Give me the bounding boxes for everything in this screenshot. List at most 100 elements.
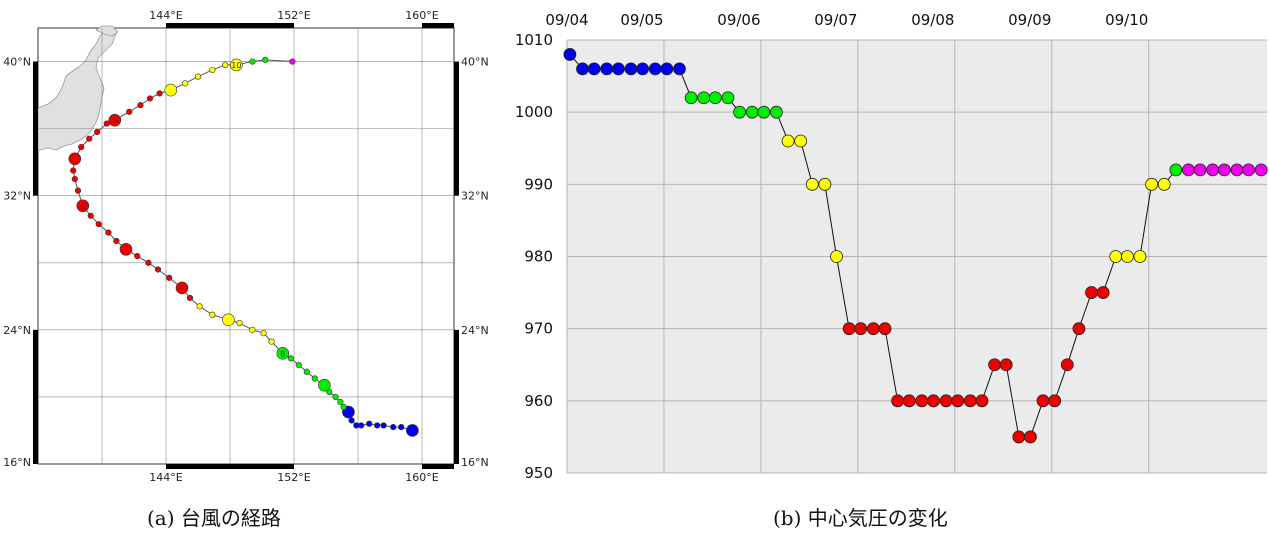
- pressure-point: [988, 358, 1001, 372]
- track-point: [303, 368, 310, 375]
- track-point: [289, 58, 296, 65]
- track-point: [145, 259, 152, 266]
- track-day-label: 8: [280, 349, 285, 358]
- pressure-point: [854, 322, 868, 336]
- pressure-point: [951, 394, 965, 408]
- track-point: [108, 113, 122, 127]
- pressure-point: [660, 62, 674, 76]
- plot-x-tick-label: 09/06: [717, 11, 760, 29]
- map-frame-bars: [33, 23, 459, 469]
- track-point: [230, 58, 243, 72]
- track-point: [390, 424, 397, 431]
- pressure-point: [1169, 163, 1183, 177]
- plot-y-tick-label: 1010: [515, 31, 553, 49]
- map-tick-right: 16°N: [461, 456, 489, 469]
- track-point: [295, 361, 302, 369]
- track-point: [196, 303, 203, 310]
- map-tick-bottom: 152°E: [277, 471, 310, 484]
- map-tick-left: 16°N: [3, 456, 31, 469]
- map-background: [37, 27, 455, 465]
- pressure-point: [1145, 177, 1159, 191]
- track-point: [311, 375, 318, 382]
- pressure-point: [1048, 394, 1062, 408]
- pressure-point: [757, 105, 771, 119]
- map-tick-right: 32°N: [461, 190, 489, 203]
- pressure-point: [794, 134, 808, 148]
- track-point: [260, 330, 267, 337]
- pressure-point: [770, 105, 783, 119]
- pressure-point: [818, 177, 832, 191]
- pressure-point: [1242, 163, 1255, 177]
- track-point: [318, 378, 331, 392]
- track-point: [209, 311, 216, 318]
- track-point: [353, 422, 360, 429]
- pressure-point: [1182, 163, 1195, 177]
- pressure-point: [805, 177, 819, 191]
- pressure-point: [1157, 177, 1171, 191]
- caption-b: (b) 中心気圧の変化: [773, 506, 948, 530]
- pressure-point: [648, 62, 662, 76]
- track-point: [262, 56, 269, 63]
- plot-tick-labels: 09/04 09/05 09/06 09/07 09/08 09/09 09/10 950 96…: [515, 11, 1149, 482]
- pressure-points: [563, 48, 1268, 444]
- plot-gridlines: [566, 39, 1267, 474]
- pressure-point: [878, 322, 892, 336]
- map-tick-left: 24°N: [3, 324, 31, 337]
- track-point: [366, 420, 373, 427]
- plot-x-tick-label: 09/05: [620, 11, 663, 29]
- pressure-point: [697, 91, 711, 105]
- track-point: [209, 66, 216, 74]
- track-point: [249, 58, 256, 65]
- pressure-point: [1036, 394, 1050, 408]
- pressure-point: [902, 394, 916, 408]
- track-point: [134, 252, 141, 260]
- pressure-point: [624, 62, 638, 76]
- plot-x-tick-label: 09/04: [545, 11, 588, 29]
- frame-bar-top: [422, 23, 454, 28]
- track-point: [156, 90, 163, 97]
- pressure-point: [673, 62, 686, 76]
- track-point: [222, 61, 229, 68]
- track-point: [164, 83, 178, 97]
- track-point: [137, 102, 144, 109]
- track-point: [348, 417, 355, 424]
- map-tick-bottom: 160°E: [405, 471, 438, 484]
- track-point: [76, 199, 90, 213]
- pressure-point: [563, 48, 577, 61]
- pressure-point: [684, 91, 698, 105]
- pressure-point: [745, 105, 759, 119]
- pressure-point: [1085, 286, 1098, 299]
- pressure-point: [733, 105, 746, 119]
- track-point: [74, 187, 82, 194]
- track-point: [95, 221, 102, 228]
- plot-y-tick-label: 970: [524, 320, 553, 338]
- plot-x-tick-label: 09/08: [911, 11, 954, 29]
- pressure-point: [636, 62, 650, 76]
- pressure-point: [939, 394, 953, 408]
- map-tick-left: 32°N: [3, 190, 31, 203]
- plot-y-tick-label: 1000: [515, 103, 553, 121]
- track-point: [86, 135, 93, 142]
- track-point: [146, 95, 154, 102]
- track-point: [119, 243, 133, 256]
- track-point: [126, 108, 133, 115]
- frame-bar-left: [33, 329, 38, 464]
- track-point: [236, 320, 243, 327]
- pressure-point: [1217, 163, 1231, 177]
- pressure-plot: 09/04 09/05 09/06 09/07 09/08 09/09 09/10 950 96…: [515, 11, 1268, 482]
- map-tick-left: 40°N: [3, 56, 31, 69]
- track-point: [87, 212, 94, 219]
- track-point: [332, 393, 339, 401]
- track-point: [186, 294, 194, 302]
- track-point: [374, 422, 381, 429]
- track-point: [68, 152, 82, 166]
- pressure-point: [891, 394, 905, 408]
- track-point: [94, 128, 101, 136]
- track-map: 144°E 144°E 152°E 152°E 160°E 160°E 16°N 16°N 24…: [3, 9, 488, 484]
- pressure-point: [1109, 250, 1123, 263]
- track-point: [194, 73, 202, 80]
- track-point: [268, 338, 275, 345]
- pressure-point: [611, 62, 625, 76]
- frame-bar-left: [33, 61, 38, 196]
